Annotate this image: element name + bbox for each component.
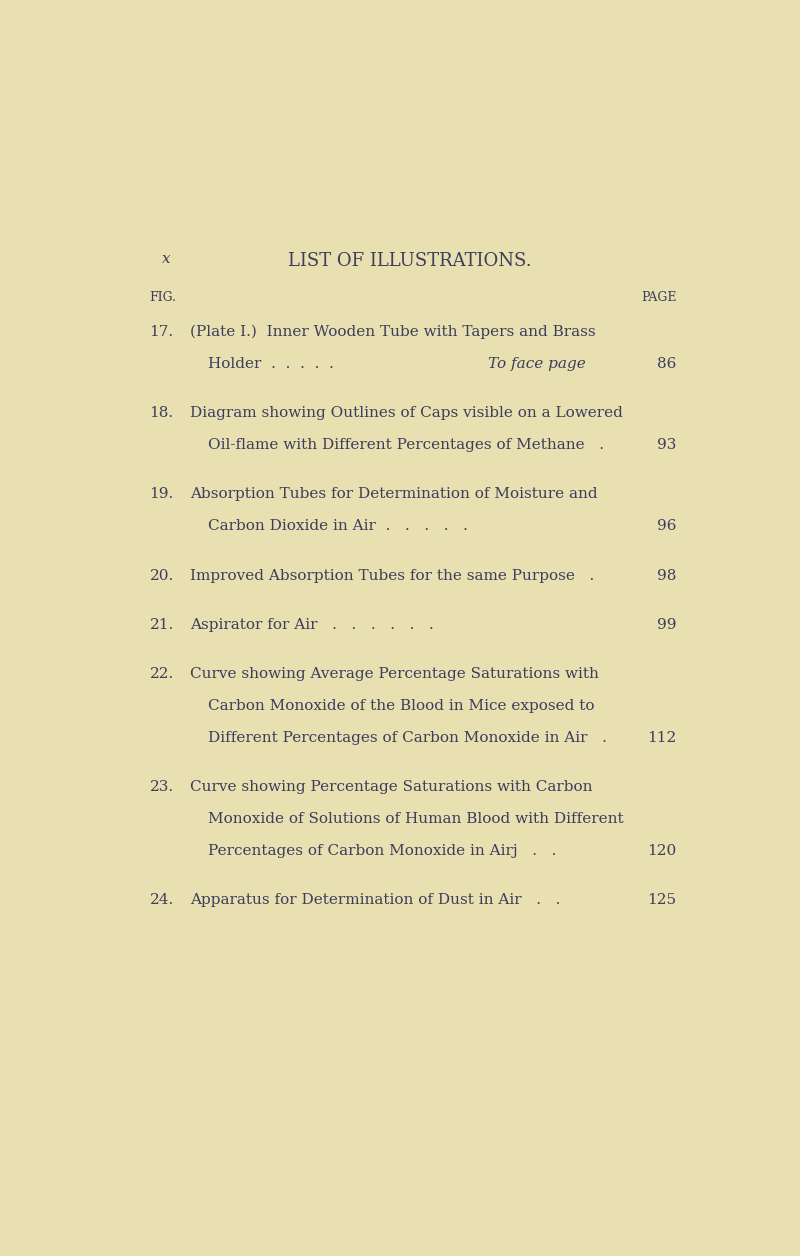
Text: Different Percentages of Carbon Monoxide in Air   .: Different Percentages of Carbon Monoxide… bbox=[209, 731, 607, 745]
Text: 18.: 18. bbox=[150, 406, 174, 420]
Text: 125: 125 bbox=[647, 893, 677, 908]
Text: Diagram showing Outlines of Caps visible on a Lowered: Diagram showing Outlines of Caps visible… bbox=[190, 406, 622, 420]
Text: Improved Absorption Tubes for the same Purpose   .: Improved Absorption Tubes for the same P… bbox=[190, 569, 594, 583]
Text: To face page: To face page bbox=[487, 357, 586, 371]
Text: 21.: 21. bbox=[150, 618, 174, 632]
Text: 86: 86 bbox=[658, 357, 677, 371]
Text: x: x bbox=[162, 252, 170, 266]
Text: 96: 96 bbox=[657, 519, 677, 534]
Text: 24.: 24. bbox=[150, 893, 174, 908]
Text: Monoxide of Solutions of Human Blood with Different: Monoxide of Solutions of Human Blood wit… bbox=[209, 813, 624, 826]
Text: FIG.: FIG. bbox=[150, 291, 177, 304]
Text: Absorption Tubes for Determination of Moisture and: Absorption Tubes for Determination of Mo… bbox=[190, 487, 598, 501]
Text: 22.: 22. bbox=[150, 667, 174, 681]
Text: LIST OF ILLUSTRATIONS.: LIST OF ILLUSTRATIONS. bbox=[288, 252, 532, 270]
Text: (Plate I.)  Inner Wooden Tube with Tapers and Brass: (Plate I.) Inner Wooden Tube with Tapers… bbox=[190, 325, 595, 339]
Text: 120: 120 bbox=[647, 844, 677, 858]
Text: 20.: 20. bbox=[150, 569, 174, 583]
Text: 19.: 19. bbox=[150, 487, 174, 501]
Text: 93: 93 bbox=[658, 438, 677, 452]
Text: Percentages of Carbon Monoxide in Airj   .   .: Percentages of Carbon Monoxide in Airj .… bbox=[209, 844, 557, 858]
Text: 112: 112 bbox=[647, 731, 677, 745]
Text: 23.: 23. bbox=[150, 780, 174, 794]
Text: Aspirator for Air   .   .   .   .   .   .: Aspirator for Air . . . . . . bbox=[190, 618, 434, 632]
Text: Carbon Dioxide in Air  .   .   .   .   .: Carbon Dioxide in Air . . . . . bbox=[209, 519, 468, 534]
Text: Curve showing Percentage Saturations with Carbon: Curve showing Percentage Saturations wit… bbox=[190, 780, 592, 794]
Text: 17.: 17. bbox=[150, 325, 174, 339]
Text: 98: 98 bbox=[658, 569, 677, 583]
Text: Holder  .  .  .  .  .: Holder . . . . . bbox=[209, 357, 334, 371]
Text: Apparatus for Determination of Dust in Air   .   .: Apparatus for Determination of Dust in A… bbox=[190, 893, 560, 908]
Text: Curve showing Average Percentage Saturations with: Curve showing Average Percentage Saturat… bbox=[190, 667, 598, 681]
Text: 99: 99 bbox=[657, 618, 677, 632]
Text: PAGE: PAGE bbox=[641, 291, 677, 304]
Text: Carbon Monoxide of the Blood in Mice exposed to: Carbon Monoxide of the Blood in Mice exp… bbox=[209, 700, 595, 713]
Text: Oil-flame with Different Percentages of Methane   .: Oil-flame with Different Percentages of … bbox=[209, 438, 605, 452]
